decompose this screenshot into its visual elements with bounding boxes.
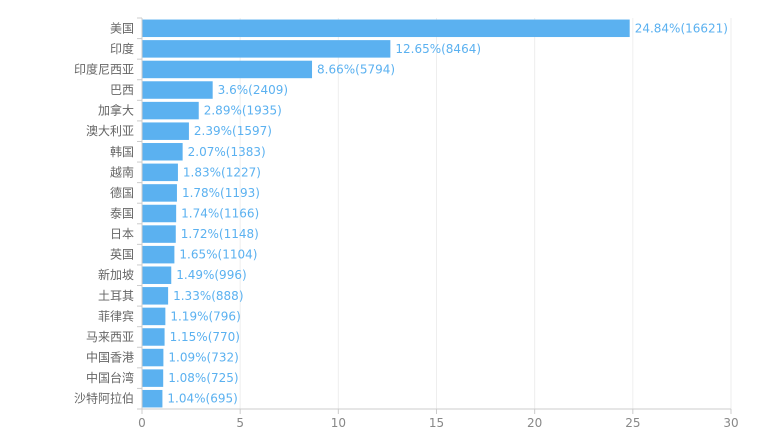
data-label: 1.78%(1193) [182, 186, 260, 200]
x-tick-label: 5 [236, 416, 244, 430]
category-label: 英国 [110, 248, 134, 262]
bar [142, 204, 177, 223]
category-label: 新加坡 [98, 267, 134, 282]
category-label: 韩国 [110, 144, 134, 159]
bar [142, 60, 313, 79]
category-label: 马来西亚 [86, 330, 134, 344]
data-label: 1.04%(695) [167, 392, 237, 406]
data-label: 24.84%(16621) [635, 21, 728, 35]
data-label: 2.39%(1597) [194, 124, 272, 138]
category-label: 加拿大 [98, 103, 134, 118]
data-label: 12.65%(8464) [395, 42, 481, 56]
data-label: 1.74%(1166) [181, 207, 259, 221]
bar [142, 40, 391, 58]
category-label: 巴西 [110, 83, 134, 97]
bar [142, 122, 189, 140]
x-tick-label: 30 [723, 416, 738, 430]
x-tick-label: 0 [138, 416, 146, 430]
data-label: 1.49%(996) [176, 268, 246, 282]
x-tick-label: 25 [625, 416, 640, 430]
data-label: 1.15%(770) [170, 330, 240, 344]
data-label: 1.83%(1227) [183, 165, 261, 179]
category-label: 土耳其 [98, 289, 134, 303]
data-label: 2.07%(1383) [188, 145, 266, 159]
bar [142, 245, 175, 264]
data-label: 1.33%(888) [173, 289, 243, 303]
category-label: 越南 [110, 164, 134, 179]
bar [142, 163, 178, 182]
bar [142, 307, 166, 326]
category-label: 印度 [110, 41, 134, 56]
data-label: 1.65%(1104) [179, 248, 257, 262]
data-label: 1.19%(796) [170, 309, 240, 323]
data-label: 2.89%(1935) [204, 104, 282, 118]
data-label: 8.66%(5794) [317, 62, 395, 76]
category-label: 沙特阿拉伯 [74, 391, 134, 406]
bar [142, 225, 176, 243]
category-label: 印度尼西亚 [74, 61, 134, 76]
bar [142, 19, 630, 38]
category-label: 德国 [110, 185, 134, 200]
category-label: 中国香港 [86, 350, 134, 365]
bar [142, 184, 177, 202]
bar [142, 101, 199, 120]
bar [142, 389, 163, 408]
x-tick-label: 20 [527, 416, 542, 430]
category-label: 澳大利亚 [86, 124, 134, 138]
bar [142, 348, 164, 367]
category-label: 日本 [110, 227, 134, 241]
data-label: 1.09%(732) [168, 351, 238, 365]
bar [142, 266, 172, 284]
bar [142, 81, 213, 99]
data-label: 1.72%(1148) [181, 227, 259, 241]
x-tick-label: 10 [331, 416, 346, 430]
bar [142, 143, 183, 161]
category-label: 菲律宾 [98, 308, 134, 323]
x-tick-label: 15 [429, 416, 444, 430]
data-label: 3.6%(2409) [218, 83, 288, 97]
bar [142, 328, 165, 346]
data-label: 1.08%(725) [168, 371, 238, 385]
category-label: 中国台湾 [86, 370, 134, 385]
category-label: 泰国 [110, 207, 134, 221]
bar [142, 369, 164, 387]
bar [142, 287, 169, 305]
category-label: 美国 [110, 21, 134, 35]
